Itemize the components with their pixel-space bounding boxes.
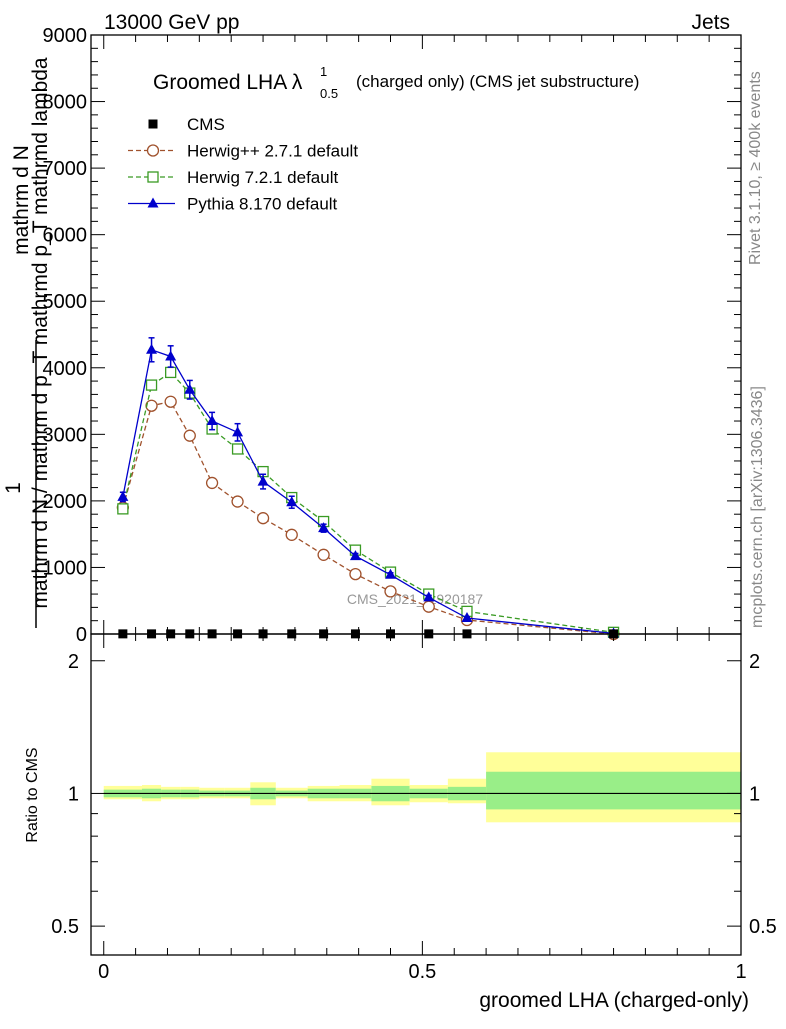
data-point	[231, 443, 244, 455]
data-point	[165, 366, 177, 379]
ratio-plot-panel: 0.5 0.5 1 1 2 2 0 0.5 1	[51, 633, 777, 983]
data-point	[117, 490, 129, 501]
plot-title: Groomed LHA λ 1 0.5 (charged only) (CMS …	[153, 64, 639, 101]
ylabel-numerator: mathrm d N	[10, 145, 33, 255]
main-ytick-label: 6000	[43, 225, 88, 247]
header-energy: 13000 GeV pp	[104, 11, 239, 34]
ratio-band-inner	[486, 771, 741, 810]
main-ytick-label: 5000	[43, 291, 88, 313]
title-superscript: 1	[320, 64, 327, 79]
data-point	[461, 612, 473, 623]
data-point	[146, 343, 158, 354]
series-line	[122, 348, 614, 634]
legend-item: Pythia 8.170 default	[128, 195, 338, 214]
ratio-ytick-label: 0.5	[51, 916, 79, 938]
legend-marker	[147, 197, 159, 208]
data-point	[256, 512, 270, 525]
legend-label: Herwig 7.2.1 default	[187, 168, 338, 187]
ratio-xtick-label: 0.5	[408, 961, 436, 983]
main-ytick-label: 9000	[43, 25, 88, 47]
data-point	[285, 528, 298, 541]
ratio-ytick-label-right: 1	[749, 783, 760, 805]
legend: CMS Herwig++ 2.7.1 default Herwig 7.2.1 de…	[128, 115, 358, 214]
ylabel-denominator: mathrm d N / mathrm d p_T mathrmd p_T ma…	[29, 57, 52, 609]
ratio-xtick-label: 0	[98, 961, 109, 983]
legend-label: Pythia 8.170 default	[187, 195, 338, 214]
legend-item: Herwig 7.2.1 default	[128, 168, 338, 187]
legend-item: Herwig++ 2.7.1 default	[128, 142, 358, 161]
legend-item: CMS	[148, 115, 225, 134]
main-plot-panel: 0 1000 2000 3000 4000 5000 6000 7000 8000 9000 CM…	[43, 25, 742, 646]
data-point	[206, 415, 218, 426]
data-point	[385, 568, 397, 579]
main-ytick-label: 1000	[43, 557, 88, 579]
title-subscript: 0.5	[320, 86, 338, 101]
legend-label: Herwig++ 2.7.1 default	[187, 142, 358, 161]
main-ytick-label: 7000	[43, 158, 88, 180]
ratio-ylabel: Ratio to CMS	[24, 747, 41, 842]
legend-marker	[146, 144, 160, 157]
data-point	[384, 585, 397, 598]
ratio-ytick-label: 1	[68, 783, 79, 805]
data-point	[164, 395, 177, 408]
data-point	[422, 600, 435, 613]
series-line	[122, 400, 614, 635]
legend-marker	[147, 171, 159, 183]
ratio-xtick-label: 1	[735, 961, 746, 983]
legend-label: CMS	[187, 115, 225, 134]
data-point	[349, 567, 362, 581]
watermark: CMS_2021_I1920187	[347, 591, 483, 607]
data-point	[349, 550, 361, 561]
main-ytick-label: 0	[76, 624, 87, 646]
ratio-plot-frame	[90, 633, 742, 956]
mcplots-label: mcplots.cern.ch [arXiv:1306.3436]	[749, 386, 766, 628]
data-point	[183, 429, 196, 442]
data-point	[423, 591, 435, 602]
ylabel-one: 1	[2, 482, 25, 494]
main-ytick-label: 3000	[43, 424, 88, 446]
title-rest: (charged only) (CMS jet substructure)	[356, 72, 639, 91]
data-point	[184, 383, 196, 394]
title-main: Groomed LHA λ	[153, 71, 303, 94]
data-point	[286, 496, 298, 507]
data-point	[317, 548, 330, 561]
data-point	[117, 503, 129, 515]
xlabel: groomed LHA (charged-only)	[479, 989, 749, 1012]
data-point	[318, 522, 330, 533]
data-point	[205, 476, 219, 490]
main-ytick-label: 8000	[43, 92, 88, 114]
legend-marker	[148, 119, 158, 129]
data-point	[257, 475, 269, 486]
ratio-ytick-label-right: 0.5	[749, 916, 777, 938]
data-point	[231, 495, 244, 508]
data-point	[145, 379, 158, 391]
header-category: Jets	[691, 11, 730, 34]
data-point	[232, 426, 244, 437]
series-pythia-8-170-default	[117, 337, 620, 638]
main-ytick-label: 4000	[43, 358, 88, 380]
main-ytick-label: 2000	[43, 491, 88, 513]
rivet-label: Rivet 3.1.10, ≥ 400k events	[747, 71, 764, 265]
data-point	[145, 399, 158, 412]
ratio-ytick-label: 2	[68, 651, 79, 673]
data-point	[165, 350, 177, 361]
ratio-ytick-label-right: 2	[749, 651, 760, 673]
